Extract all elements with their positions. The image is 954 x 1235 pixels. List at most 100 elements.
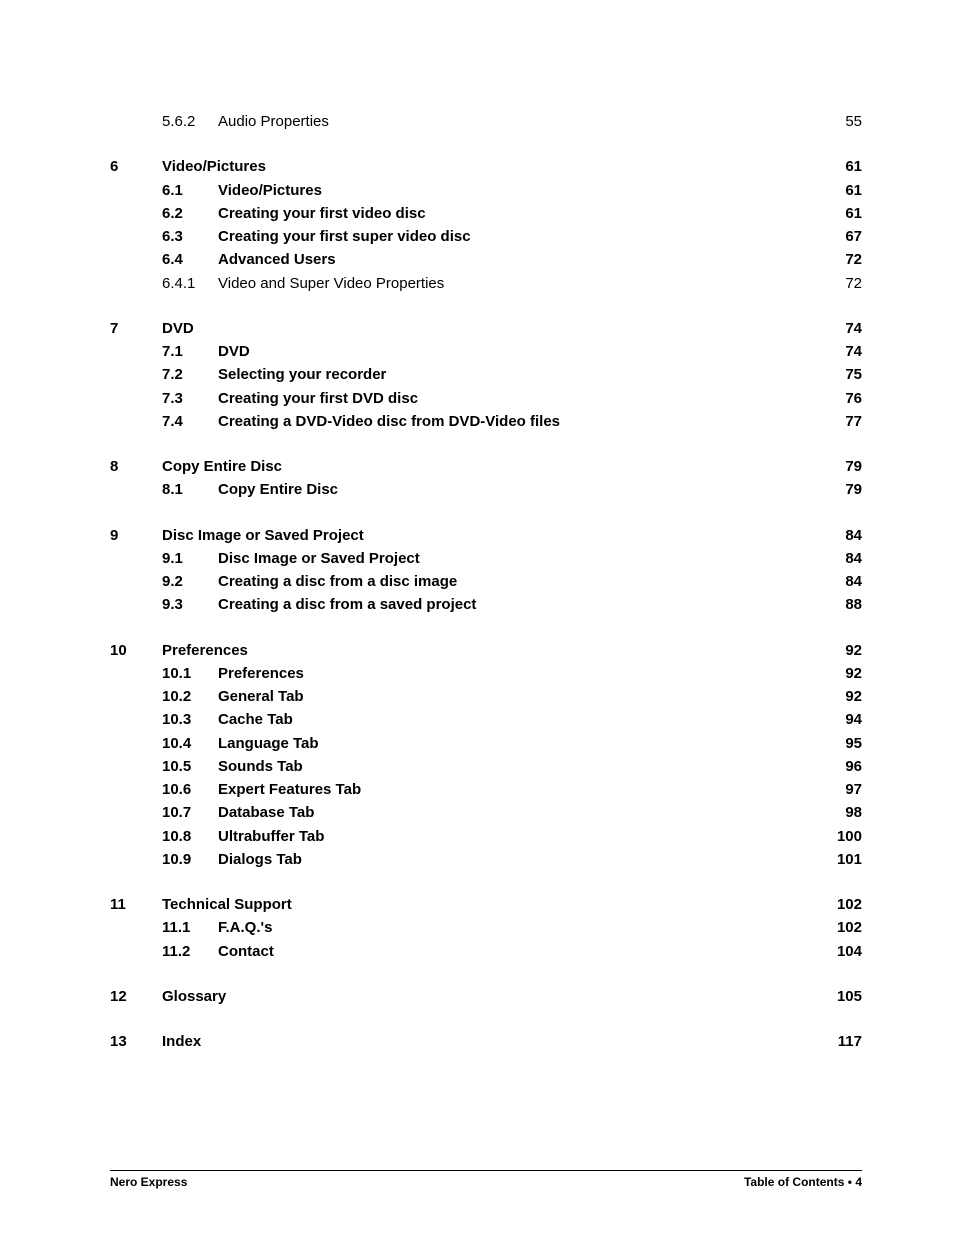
toc-section-number: 11.2	[162, 940, 218, 963]
toc-title: DVD	[162, 317, 194, 340]
toc-entry: 9.1Disc Image or Saved Project84	[110, 547, 862, 570]
toc-section-number: 10.4	[162, 732, 218, 755]
footer-right-prefix: Table of Contents	[744, 1175, 844, 1189]
toc-page-number: 55	[834, 110, 862, 133]
toc-entry: 7DVD 74	[110, 317, 862, 340]
toc-page-number: 92	[834, 639, 862, 662]
toc-section-number: 7.3	[162, 387, 218, 410]
toc-page-number: 61	[834, 202, 862, 225]
toc-page-number: 94	[834, 708, 862, 731]
toc-title: Preferences	[218, 662, 304, 685]
toc-title: DVD	[218, 340, 250, 363]
toc-title: Index	[162, 1030, 201, 1053]
toc-chapter-number: 12	[110, 985, 162, 1008]
toc-page-number: 84	[834, 547, 862, 570]
toc-chapter-number: 10	[110, 639, 162, 662]
toc-title: Cache Tab	[218, 708, 293, 731]
toc-entry: 7.2Selecting your recorder75	[110, 363, 862, 386]
toc-page-number: 74	[834, 317, 862, 340]
toc-gap	[110, 617, 862, 639]
toc-title: Database Tab	[218, 801, 314, 824]
toc-gap	[110, 963, 862, 985]
toc-entry: 10.1Preferences92	[110, 662, 862, 685]
toc-entry: 6.4Advanced Users72	[110, 248, 862, 271]
toc-page-number: 97	[834, 778, 862, 801]
toc-chapter-number: 9	[110, 524, 162, 547]
toc-entry: 6.1Video/Pictures61	[110, 179, 862, 202]
toc-page-number: 67	[834, 225, 862, 248]
toc-entry: 11.1F.A.Q.'s102	[110, 916, 862, 939]
toc-entry: 12Glossary105	[110, 985, 862, 1008]
toc-page-number: 105	[834, 985, 862, 1008]
footer-left-text: Nero Express	[110, 1175, 187, 1189]
toc-chapter-number: 6	[110, 155, 162, 178]
footer-page-number: 4	[855, 1175, 862, 1189]
toc-page-number: 95	[834, 732, 862, 755]
toc-title: Preferences	[162, 639, 248, 662]
toc-entry: 11.2Contact104	[110, 940, 862, 963]
toc-chapter-number: 13	[110, 1030, 162, 1053]
toc-title: Creating your first super video disc	[218, 225, 471, 248]
page: 5.6.2Audio Properties556Video/Pictures61…	[0, 0, 954, 1235]
toc-page-number: 84	[834, 524, 862, 547]
toc-title: Disc Image or Saved Project	[162, 524, 364, 547]
toc-section-number: 7.2	[162, 363, 218, 386]
toc-entry: 10.7Database Tab98	[110, 801, 862, 824]
toc-entry: 10.5Sounds Tab96	[110, 755, 862, 778]
toc-gap	[110, 433, 862, 455]
toc-entry: 10.8Ultrabuffer Tab100	[110, 825, 862, 848]
toc-page-number: 72	[834, 248, 862, 271]
toc-page-number: 88	[834, 593, 862, 616]
toc-entry: 6.4.1Video and Super Video Properties72	[110, 272, 862, 295]
toc-title: Disc Image or Saved Project	[218, 547, 420, 570]
toc-entry: 7.3Creating your first DVD disc76	[110, 387, 862, 410]
toc-title: Copy Entire Disc	[218, 478, 338, 501]
toc-gap	[110, 502, 862, 524]
toc-entry: 9.2Creating a disc from a disc image84	[110, 570, 862, 593]
toc-section-number: 11.1	[162, 916, 218, 939]
toc-entry: 9Disc Image or Saved Project 84	[110, 524, 862, 547]
toc-entry: 6.2Creating your first video disc 61	[110, 202, 862, 225]
toc-page-number: 61	[834, 155, 862, 178]
toc-entry: 9.3Creating a disc from a saved project8…	[110, 593, 862, 616]
toc-page-number: 75	[834, 363, 862, 386]
toc-section-number: 10.6	[162, 778, 218, 801]
toc-section-number: 10.8	[162, 825, 218, 848]
toc-entry: 13Index 117	[110, 1030, 862, 1053]
toc-section-number: 7.1	[162, 340, 218, 363]
toc-page-number: 74	[834, 340, 862, 363]
toc-title: Language Tab	[218, 732, 319, 755]
toc-title: Creating your first video disc	[218, 202, 426, 225]
footer-right-text: Table of Contents • 4	[744, 1175, 862, 1189]
page-footer: Nero Express Table of Contents • 4	[110, 1170, 862, 1189]
toc-title: Creating a disc from a saved project	[218, 593, 476, 616]
toc-page-number: 102	[834, 893, 862, 916]
toc-chapter-number: 7	[110, 317, 162, 340]
footer-line: Nero Express Table of Contents • 4	[110, 1175, 862, 1189]
toc-entry: 7.1DVD 74	[110, 340, 862, 363]
toc-page-number: 61	[834, 179, 862, 202]
toc-page-number: 77	[834, 410, 862, 433]
toc-title: General Tab	[218, 685, 304, 708]
toc-page-number: 98	[834, 801, 862, 824]
toc-section-number: 5.6.2	[162, 110, 218, 133]
toc-section-number: 10.5	[162, 755, 218, 778]
toc-section-number: 10.9	[162, 848, 218, 871]
toc-page-number: 100	[834, 825, 862, 848]
toc-entry: 10.4Language Tab 95	[110, 732, 862, 755]
toc-title: Creating your first DVD disc	[218, 387, 418, 410]
toc-entry: 10.2General Tab92	[110, 685, 862, 708]
toc-page-number: 96	[834, 755, 862, 778]
toc-entry: 6.3Creating your first super video disc6…	[110, 225, 862, 248]
toc-page-number: 117	[834, 1030, 862, 1053]
toc-page-number: 104	[834, 940, 862, 963]
toc-page-number: 101	[834, 848, 862, 871]
toc-title: Video/Pictures	[218, 179, 322, 202]
toc-entry: 6Video/Pictures61	[110, 155, 862, 178]
toc-gap	[110, 133, 862, 155]
toc-entry: 10Preferences 92	[110, 639, 862, 662]
toc-entry: 10.3Cache Tab94	[110, 708, 862, 731]
toc-section-number: 7.4	[162, 410, 218, 433]
toc-section-number: 6.2	[162, 202, 218, 225]
toc-page-number: 102	[834, 916, 862, 939]
